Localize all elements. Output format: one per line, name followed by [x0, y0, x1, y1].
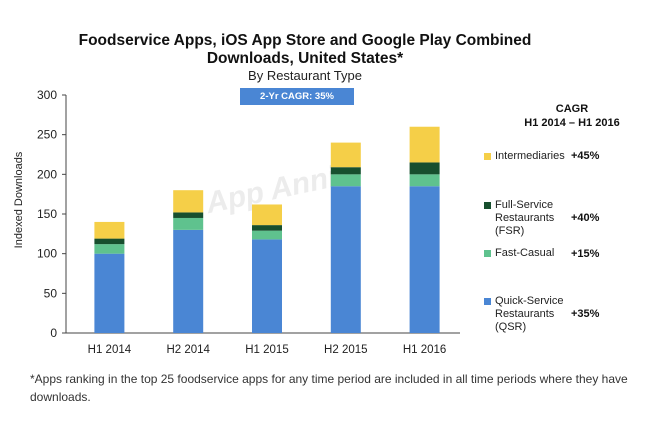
bar-segment [409, 186, 440, 333]
x-tick-label: H1 2016 [403, 344, 446, 356]
y-tick-label: 100 [37, 247, 57, 261]
legend-item-qsr: Quick-Service Restaurants (QSR) [484, 295, 583, 334]
bar-segment [252, 230, 282, 240]
y-tick-label: 250 [37, 128, 57, 142]
legend-swatch-fast-casual [484, 250, 491, 257]
legend-cagr-qsr: +35% [571, 308, 600, 320]
bar-segment [409, 174, 440, 187]
bar-segment [409, 162, 440, 175]
legend-cagr-intermediaries: +45% [571, 150, 600, 162]
legend-item-intermediaries: Intermediaries [484, 150, 583, 163]
legend-item-fast-casual: Fast-Casual [484, 247, 583, 260]
bar-segment [94, 244, 125, 254]
y-tick-label: 0 [50, 326, 57, 340]
bar-segment [173, 190, 204, 213]
cagr-header-line1: CAGR [555, 103, 589, 115]
legend-swatch-intermediaries [484, 153, 491, 160]
x-tick-label: H2 2015 [324, 344, 367, 356]
y-tick-label: 50 [44, 286, 58, 300]
chart-title-line1: Foodservice Apps, iOS App Store and Goog… [78, 32, 532, 49]
bar-segment [94, 253, 125, 333]
y-tick-label: 150 [37, 207, 57, 221]
x-tick-label: H2 2014 [166, 344, 210, 356]
bar-segment [252, 204, 282, 226]
bar-segment [173, 217, 204, 230]
bar-segment [409, 126, 440, 163]
footnote: *Apps ranking in the top 25 foodservice … [30, 372, 628, 404]
bar-segment [252, 239, 282, 333]
bar-segment [330, 174, 361, 187]
bar-segment [330, 167, 361, 175]
axis-layer: 0 50 100 150 200 250 300 H1 2014 H2 2014 H1 2015 H… [37, 88, 460, 356]
bar-segment [252, 225, 282, 231]
legend-label-fast-casual: Fast-Casual [495, 247, 555, 259]
cagr-badge: 2-Yr CAGR: 35% [240, 88, 354, 105]
bar-segment [330, 142, 361, 168]
legend-label-qsr: Quick-Service Restaurants (QSR) [495, 295, 564, 333]
legend-label-fsr: Full-Service Restaurants (FSR) [495, 199, 555, 237]
y-tick-label: 300 [37, 88, 57, 102]
bar-segment [173, 229, 204, 333]
y-axis-title: Indexed Downloads [13, 151, 25, 248]
legend-swatch-qsr [484, 298, 491, 305]
legend-cagr-fast-casual: +15% [571, 248, 600, 260]
chart-subtitle: By Restaurant Type [248, 68, 362, 83]
bar-segment [94, 238, 125, 245]
bar-segment [173, 212, 204, 218]
legend-cagr-fsr: +40% [571, 212, 600, 224]
cagr-header-line2: H1 2014 – H1 2016 [524, 117, 620, 129]
legend-item-fsr: Full-Service Restaurants (FSR) [484, 199, 583, 238]
bars-layer [94, 126, 440, 333]
chart-title-line2: Downloads, United States* [206, 50, 404, 67]
x-tick-label: H1 2015 [245, 344, 288, 356]
bar-segment [94, 221, 125, 239]
bar-segment [330, 186, 361, 333]
legend-label-intermediaries: Intermediaries [495, 150, 565, 162]
legend-swatch-fsr [484, 202, 491, 209]
x-tick-label: H1 2014 [88, 344, 132, 356]
y-tick-label: 200 [37, 167, 57, 181]
